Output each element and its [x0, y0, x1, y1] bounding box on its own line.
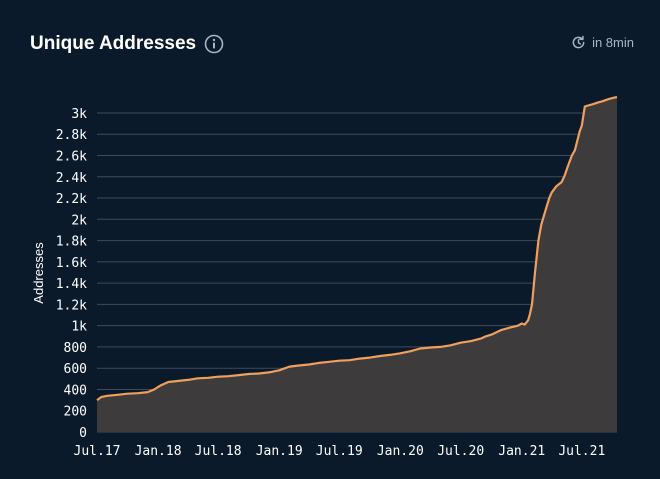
y-tick-label: 400 — [64, 383, 87, 398]
x-tick-label: Jul.19 — [316, 444, 363, 459]
chart-title-text: Unique Addresses — [30, 33, 197, 54]
y-tick-label: 1.8k — [56, 235, 87, 250]
y-tick-label: 2.4k — [56, 171, 87, 186]
x-axis-ticks: Jul.17 Jan.18 Jul.18 Jan.19 Jul.19 Jan.20 Jul.… — [74, 444, 606, 459]
x-tick-label: Jan.20 — [377, 444, 424, 459]
y-tick-label: 1.2k — [56, 298, 87, 313]
area-fill — [97, 97, 617, 432]
y-tick-label: 2.6k — [56, 149, 87, 164]
x-tick-label: Jan.18 — [135, 444, 182, 459]
y-tick-label: 200 — [64, 405, 87, 420]
x-tick-label: Jul.20 — [437, 444, 484, 459]
refresh-text: in 8min — [592, 35, 634, 50]
y-tick-label: 3k — [71, 107, 87, 122]
y-tick-label: 1.4k — [56, 277, 87, 292]
refresh-clock-icon — [571, 35, 586, 50]
y-axis-ticks: 0 200 400 600 800 1k 1.2k 1.4k 1.6k 1.8k 2k 2.2k 2.4… — [56, 107, 87, 441]
x-tick-label: Jul.18 — [195, 444, 242, 459]
series-line — [96, 95, 618, 402]
y-tick-label: 0 — [79, 426, 87, 441]
x-tick-label: Jan.19 — [256, 444, 303, 459]
info-icon[interactable] — [204, 34, 224, 54]
y-tick-label: 2.8k — [56, 128, 87, 143]
chart-title: Unique Addresses — [30, 33, 224, 55]
y-tick-label: 600 — [64, 362, 87, 377]
x-tick-label: Jul.21 — [558, 444, 605, 459]
y-tick-label: 2k — [71, 213, 87, 228]
y-tick-label: 1k — [71, 320, 87, 335]
y-tick-label: 1.6k — [56, 256, 87, 271]
y-tick-label: 2.2k — [56, 192, 87, 207]
x-tick-label: Jul.17 — [74, 444, 121, 459]
y-tick-label: 800 — [64, 341, 87, 356]
y-axis-label: Addresses — [31, 242, 46, 304]
x-tick-label: Jan.21 — [498, 444, 545, 459]
refresh-status[interactable]: in 8min — [571, 35, 634, 50]
